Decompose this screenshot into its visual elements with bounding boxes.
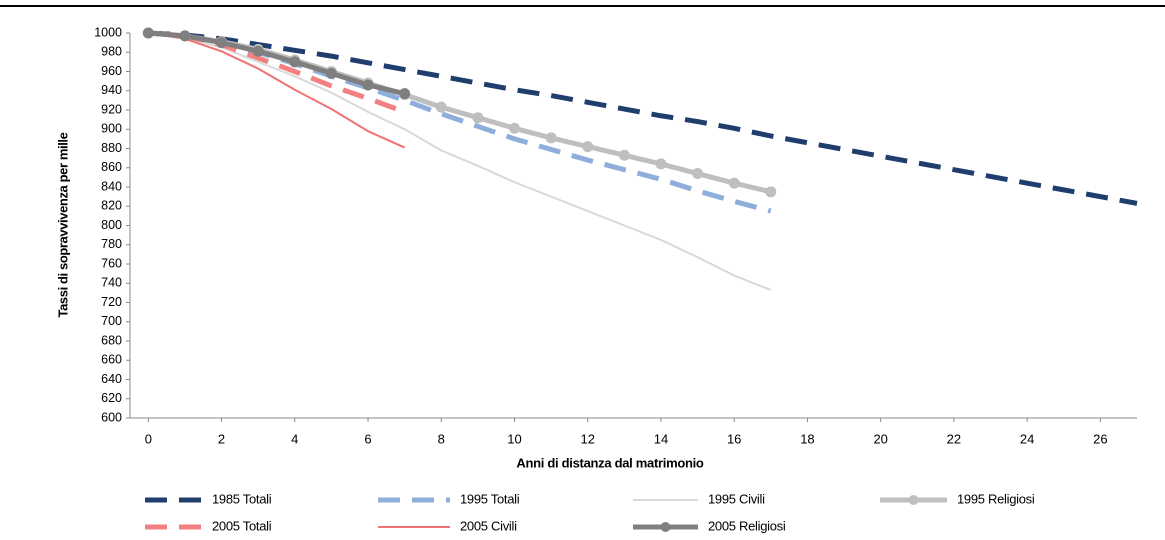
y-tick-label: 880 <box>101 141 122 155</box>
y-tick-label: 620 <box>101 391 122 405</box>
series-line <box>148 30 772 195</box>
x-tick-label: 6 <box>364 431 371 446</box>
x-tick-label: 0 <box>145 431 152 446</box>
legend-marker <box>660 522 671 532</box>
series-marker <box>472 112 484 124</box>
x-axis-title: Anni di distanza dal matrimonio <box>516 455 704 470</box>
y-tick-label: 800 <box>101 218 122 232</box>
series-marker <box>692 168 704 180</box>
x-tick-label: 24 <box>1020 431 1034 446</box>
series-marker <box>142 27 154 39</box>
y-tick-label: 720 <box>101 295 122 309</box>
legend-label: 2005 Religiosi <box>708 518 786 533</box>
y-tick-label: 740 <box>101 276 122 290</box>
y-tick-label: 960 <box>101 64 122 78</box>
y-tick-label: 980 <box>101 45 122 59</box>
series-marker <box>545 132 557 144</box>
x-tick-label: 2 <box>218 431 225 446</box>
y-tick-label: 780 <box>101 237 122 251</box>
y-tick-label: 820 <box>101 199 122 213</box>
legend-label: 1995 Civili <box>708 491 765 506</box>
y-tick-label: 680 <box>101 333 122 347</box>
y-tick-label: 640 <box>101 372 122 386</box>
series-marker <box>655 158 667 170</box>
x-tick-label: 26 <box>1093 431 1107 446</box>
y-tick-label: 940 <box>101 83 122 97</box>
y-tick-label: 840 <box>101 179 122 193</box>
x-tick-label: 14 <box>654 431 668 446</box>
y-tick-label: 600 <box>101 410 122 424</box>
series-line <box>148 32 406 149</box>
y-tick-label: 700 <box>101 314 122 328</box>
x-tick-label: 20 <box>873 431 887 446</box>
series-marker <box>765 186 777 198</box>
y-tick-label: 900 <box>101 122 122 136</box>
legend-label: 2005 Totali <box>212 518 272 533</box>
series-marker <box>399 88 411 100</box>
y-tick-label: 1000 <box>94 25 122 39</box>
x-tick-label: 22 <box>947 431 961 446</box>
series-marker <box>618 149 630 161</box>
x-tick-label: 18 <box>800 431 814 446</box>
y-tick-label: 760 <box>101 256 122 270</box>
x-tick-label: 4 <box>291 431 298 446</box>
y-axis-title: Tassi di sopravvivenza per mille <box>55 132 70 317</box>
legend-label: 2005 Civili <box>460 518 517 533</box>
series-marker <box>362 79 374 91</box>
series-marker <box>325 67 337 79</box>
series-line <box>148 32 772 291</box>
x-tick-label: 16 <box>727 431 741 446</box>
x-tick-label: 8 <box>438 431 445 446</box>
series-line <box>148 30 772 214</box>
legend-label: 1985 Totali <box>212 491 272 506</box>
series-line <box>148 30 406 97</box>
series-marker <box>179 30 191 42</box>
series-marker <box>728 177 740 189</box>
x-tick-label: 10 <box>507 431 521 446</box>
legend-marker <box>908 495 919 505</box>
y-tick-label: 860 <box>101 160 122 174</box>
series-marker <box>289 56 301 68</box>
series-marker <box>252 45 264 57</box>
series-line <box>148 30 1138 206</box>
series-marker <box>582 141 594 153</box>
series-marker <box>435 101 447 113</box>
legend-label: 1995 Religiosi <box>957 491 1035 506</box>
x-tick-label: 12 <box>580 431 594 446</box>
series-line <box>148 30 406 115</box>
legend-label: 1995 Totali <box>460 491 520 506</box>
series-marker <box>216 37 228 49</box>
series-marker <box>508 122 520 134</box>
y-tick-label: 920 <box>101 102 122 116</box>
y-tick-label: 660 <box>101 353 122 367</box>
